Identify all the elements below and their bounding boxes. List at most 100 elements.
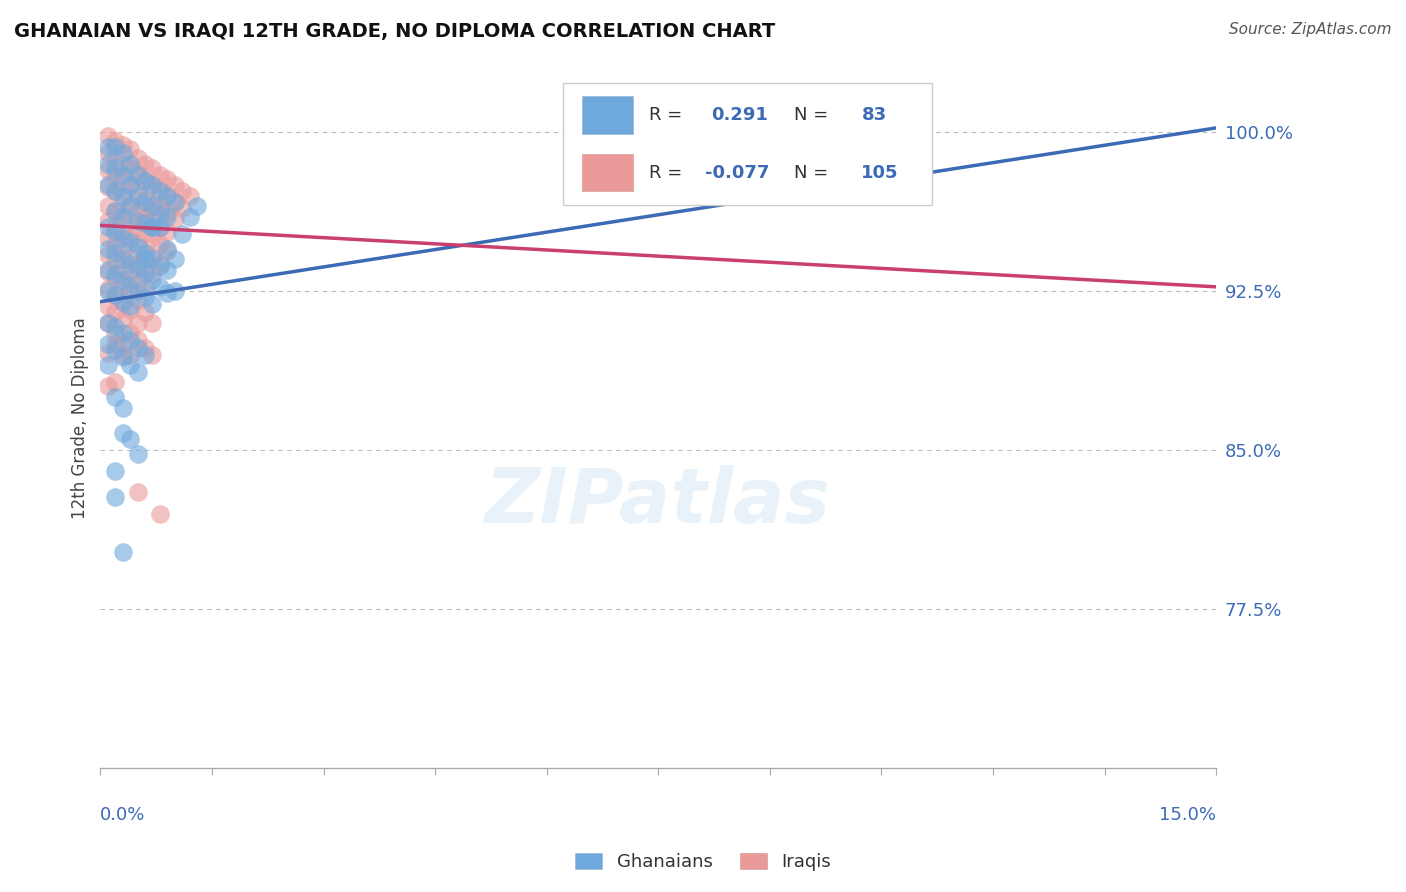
Point bbox=[156, 171, 179, 186]
Point bbox=[134, 280, 156, 294]
Point bbox=[127, 273, 149, 287]
Point bbox=[149, 280, 172, 294]
Point bbox=[111, 311, 134, 326]
Point bbox=[97, 231, 120, 245]
Point bbox=[149, 168, 172, 182]
Text: 105: 105 bbox=[862, 163, 898, 182]
Text: ZIPatlas: ZIPatlas bbox=[485, 466, 831, 539]
Text: 0.0%: 0.0% bbox=[100, 806, 146, 824]
Point bbox=[97, 199, 120, 213]
Point bbox=[120, 326, 142, 341]
Point bbox=[104, 326, 127, 341]
Point bbox=[127, 188, 149, 202]
Point bbox=[156, 286, 179, 301]
Point bbox=[134, 174, 156, 188]
Point bbox=[97, 146, 120, 161]
Point bbox=[111, 137, 134, 152]
Point bbox=[111, 277, 134, 292]
Point bbox=[120, 267, 142, 281]
Point bbox=[104, 161, 127, 176]
Point bbox=[149, 185, 172, 199]
Point bbox=[120, 250, 142, 264]
Point bbox=[97, 140, 120, 154]
Point bbox=[111, 157, 134, 171]
Point bbox=[134, 210, 156, 224]
Point bbox=[111, 294, 134, 309]
Point bbox=[111, 146, 134, 161]
Point bbox=[120, 303, 142, 318]
Point bbox=[127, 168, 149, 182]
Point bbox=[127, 185, 149, 199]
Point bbox=[97, 178, 120, 193]
Point bbox=[163, 252, 186, 267]
Point bbox=[156, 244, 179, 258]
Point bbox=[127, 485, 149, 500]
Point bbox=[111, 326, 134, 341]
Point bbox=[111, 545, 134, 559]
Point bbox=[97, 263, 120, 277]
Point bbox=[120, 197, 142, 211]
Point bbox=[141, 348, 163, 362]
Point bbox=[127, 203, 149, 218]
Point bbox=[141, 220, 163, 235]
Point bbox=[104, 376, 127, 390]
Point bbox=[104, 168, 127, 182]
Point bbox=[111, 188, 134, 202]
Point bbox=[156, 205, 179, 219]
Text: 15.0%: 15.0% bbox=[1159, 806, 1216, 824]
Point bbox=[104, 185, 127, 199]
Point bbox=[120, 178, 142, 193]
Point bbox=[149, 507, 172, 521]
Point bbox=[127, 239, 149, 253]
Point bbox=[104, 134, 127, 148]
Point bbox=[149, 220, 172, 235]
Point bbox=[104, 464, 127, 478]
Point bbox=[97, 299, 120, 313]
Point bbox=[163, 284, 186, 298]
Text: 83: 83 bbox=[862, 106, 887, 124]
Text: R =: R = bbox=[650, 106, 683, 124]
Point bbox=[141, 297, 163, 311]
Point bbox=[97, 157, 120, 171]
Point bbox=[134, 305, 156, 319]
Point bbox=[134, 227, 156, 241]
Point bbox=[134, 348, 156, 362]
Point bbox=[127, 220, 149, 235]
Point bbox=[141, 199, 163, 213]
Point bbox=[104, 267, 127, 281]
Point bbox=[97, 163, 120, 178]
Point bbox=[111, 191, 134, 205]
Point bbox=[186, 199, 208, 213]
Point bbox=[120, 333, 142, 347]
Text: 0.291: 0.291 bbox=[711, 106, 768, 124]
Point bbox=[104, 288, 127, 302]
Point bbox=[141, 273, 163, 287]
Point bbox=[149, 185, 172, 199]
Point bbox=[141, 250, 163, 264]
Point bbox=[104, 203, 127, 218]
Point bbox=[111, 168, 134, 182]
Point bbox=[141, 316, 163, 330]
Point bbox=[104, 237, 127, 252]
FancyBboxPatch shape bbox=[582, 153, 633, 191]
Point bbox=[127, 341, 149, 355]
Point bbox=[127, 333, 149, 347]
Point bbox=[127, 256, 149, 270]
Point bbox=[111, 348, 134, 362]
Point bbox=[141, 161, 163, 176]
Legend: Ghanaians, Iraqis: Ghanaians, Iraqis bbox=[568, 846, 838, 879]
Point bbox=[149, 202, 172, 216]
Point bbox=[111, 401, 134, 415]
Y-axis label: 12th Grade, No Diploma: 12th Grade, No Diploma bbox=[72, 318, 89, 519]
Point bbox=[104, 390, 127, 404]
Point bbox=[163, 178, 186, 193]
Point bbox=[156, 210, 179, 224]
Point bbox=[179, 188, 201, 202]
Point bbox=[134, 210, 156, 224]
Point bbox=[179, 210, 201, 224]
Point bbox=[156, 263, 179, 277]
Point bbox=[149, 256, 172, 270]
Point bbox=[111, 244, 134, 258]
Point bbox=[134, 195, 156, 210]
Point bbox=[127, 260, 149, 275]
